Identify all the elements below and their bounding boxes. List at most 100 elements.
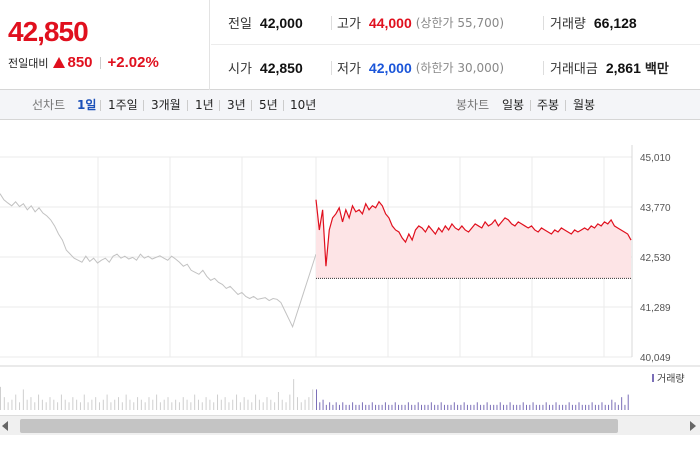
volume-bar (255, 394, 257, 410)
volume-bar (361, 402, 363, 410)
volume-bar (624, 404, 626, 410)
volume-bar (68, 402, 70, 410)
volume-bar (11, 399, 13, 410)
volume-bar (114, 399, 116, 410)
volume-bar (110, 402, 112, 410)
lower-limit: (하한가 30,000) (415, 61, 505, 75)
tab-divider (283, 100, 284, 111)
candle-weekly-tab[interactable]: 주봉 (537, 98, 560, 112)
volume-bar (293, 379, 295, 410)
volume-bar (213, 402, 215, 410)
volume-bar (434, 404, 436, 410)
volume-bar (509, 402, 511, 410)
volume-bar (571, 404, 573, 410)
volume-bar (522, 402, 524, 410)
volume-bar (391, 404, 393, 410)
volume-bar (375, 404, 377, 410)
volume-bar (30, 397, 32, 410)
volume-bar (316, 389, 317, 410)
volume-bar (466, 404, 468, 410)
volume-bar (338, 404, 340, 410)
volume-bar (79, 402, 81, 410)
volume-bar (493, 404, 495, 410)
volume-bar (476, 402, 478, 410)
volume-bar (60, 394, 62, 410)
volume-bar (470, 404, 472, 410)
volume-bar (304, 399, 306, 410)
volume-bar (3, 397, 5, 410)
volume-bar (460, 404, 462, 410)
volume-bar (453, 402, 455, 410)
volume-bar (296, 397, 298, 410)
volume-bar (194, 394, 196, 410)
info-row-1: 전일 42,000 고가 44,000 (상한가 55,700) 거래량 66,… (211, 0, 700, 45)
volume-bar (308, 397, 310, 410)
cell-divider (331, 16, 332, 30)
scrollbar-thumb[interactable] (20, 419, 618, 433)
volume-bar (322, 399, 324, 410)
prev-close-cell: 전일 42,000 (228, 0, 303, 45)
line-chart-label: 선차트 (32, 98, 66, 112)
price-chart[interactable]: 45,010 43,770 42,530 41,289 40,049 거래량 (0, 120, 700, 415)
volume-bar (512, 404, 514, 410)
amount-unit: 백만 (644, 62, 669, 77)
cell-divider (543, 16, 544, 30)
candle-daily-tab[interactable]: 일봉 (502, 98, 525, 112)
volume-bar (496, 404, 498, 410)
volume-bar (578, 402, 580, 410)
tab-divider (219, 100, 220, 111)
volume-bar (611, 399, 613, 410)
volume-bar (300, 402, 302, 410)
volume-bar (258, 399, 260, 410)
period-3m-tab[interactable]: 3개월 (151, 98, 181, 112)
change-divider (99, 56, 101, 69)
period-3y-tab[interactable]: 3년 (227, 98, 246, 112)
period-5y-tab[interactable]: 5년 (259, 98, 278, 112)
volume-bar (342, 402, 344, 410)
period-1y-tab[interactable]: 1년 (195, 98, 214, 112)
volume-bar (270, 399, 272, 410)
volume-bar (239, 402, 241, 410)
scroll-right-icon[interactable] (690, 421, 696, 431)
info-row-2: 시가 42,850 저가 42,000 (하한가 30,000) 거래대금 2,… (211, 45, 700, 90)
volume-bar (220, 399, 222, 410)
volume-bar (106, 394, 108, 410)
volume-bar (345, 404, 347, 410)
scroll-left-icon[interactable] (2, 421, 8, 431)
volume-bar (407, 402, 409, 410)
volume-bar (133, 402, 135, 410)
volume-bar (447, 404, 449, 410)
volume-bar (140, 399, 142, 410)
volume-bar (236, 394, 238, 410)
volume-bar (421, 404, 422, 410)
volume-bar (163, 399, 165, 410)
volume-bar (121, 402, 123, 410)
period-1d-tab[interactable]: 1일 (77, 98, 97, 112)
tab-divider (143, 100, 144, 111)
volume-bar (289, 394, 291, 410)
period-10y-tab[interactable]: 10년 (290, 98, 317, 112)
candle-monthly-tab[interactable]: 월봉 (573, 98, 596, 112)
chart-scrollbar[interactable] (0, 415, 700, 435)
volume-bar (64, 399, 66, 410)
volume-bar (604, 404, 606, 410)
volume-bar (91, 399, 93, 410)
volume-bar (506, 404, 508, 410)
volume-bar (519, 404, 521, 410)
volume-bar (159, 402, 161, 410)
open-cell: 시가 42,850 (228, 45, 303, 90)
low-label: 저가 (337, 62, 361, 77)
candle-chart-label: 봉차트 (456, 98, 490, 112)
volume-bar (335, 402, 337, 410)
volume-bar (608, 404, 610, 410)
prev-close-label: 전일 (228, 17, 252, 32)
volume-legend-swatch (652, 374, 654, 382)
volume-bar (463, 402, 465, 410)
bottom-strip (0, 435, 700, 450)
period-1w-tab[interactable]: 1주일 (108, 98, 138, 112)
today-price-line (315, 199, 632, 267)
volume-bar (57, 402, 59, 410)
volume-bar (378, 404, 380, 410)
volume-bar (171, 402, 173, 410)
volume-bar (45, 402, 47, 410)
